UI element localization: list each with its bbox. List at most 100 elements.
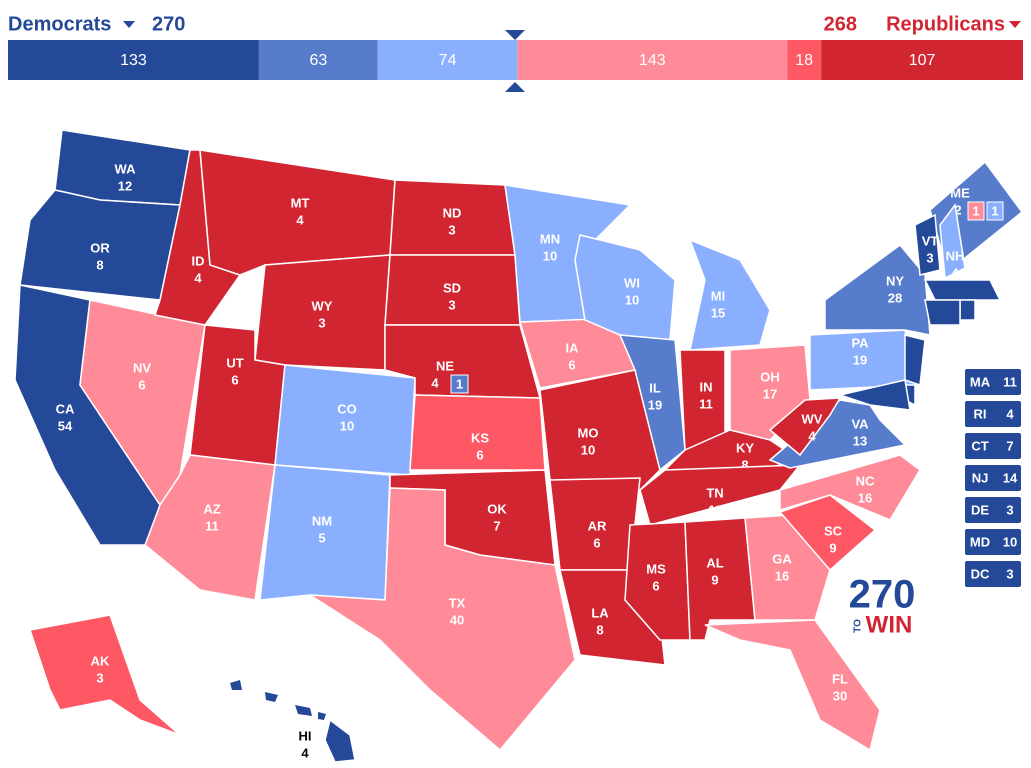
state-shape[interactable] — [837, 379, 911, 411]
rep-caret[interactable] — [1009, 21, 1021, 28]
state[interactable]: MO 10 — [539, 369, 661, 491]
state[interactable]: NJ 14 — [904, 334, 1021, 491]
bar-segment-label: 74 — [439, 52, 457, 69]
state-abbr: FL — [832, 671, 848, 686]
state-shape[interactable] — [144, 454, 276, 601]
bar-segment[interactable] — [821, 40, 1023, 80]
rep-label[interactable]: Republicans — [886, 13, 1005, 35]
state[interactable]: OR 8 — [19, 189, 181, 301]
state-box[interactable] — [965, 433, 1021, 459]
state[interactable]: HI 4 — [230, 680, 356, 763]
state-shape[interactable] — [624, 521, 691, 641]
state[interactable]: NE 4 1 — [384, 324, 541, 399]
state-abbr: OH — [760, 369, 780, 384]
state-shape[interactable] — [309, 487, 576, 752]
state-ev: 10 — [1003, 534, 1017, 549]
state-shape[interactable] — [618, 334, 686, 472]
state-ev: 11 — [708, 502, 722, 517]
state-ev: 40 — [450, 612, 464, 627]
state[interactable]: RI 4 — [959, 299, 1021, 427]
state-shape[interactable] — [914, 213, 941, 276]
state-shape[interactable] — [684, 517, 756, 641]
bar-segment[interactable] — [377, 40, 518, 80]
district-box[interactable] — [986, 201, 1004, 221]
state-shape[interactable] — [923, 279, 1002, 301]
bar-segment[interactable] — [8, 40, 259, 80]
bar-segment[interactable] — [787, 40, 822, 80]
state-box[interactable] — [965, 561, 1021, 587]
state[interactable]: SD 3 — [384, 254, 521, 326]
state[interactable]: KS 6 — [409, 394, 546, 471]
state-abbr: ME — [950, 185, 970, 200]
state[interactable]: WV 4 — [768, 397, 842, 457]
state[interactable]: NH 4 — [939, 203, 966, 280]
state-box[interactable] — [965, 401, 1021, 427]
state-box[interactable] — [965, 497, 1021, 523]
dem-caret[interactable] — [123, 21, 135, 28]
state[interactable]: MD 10 — [837, 379, 1021, 555]
state[interactable]: WY 3 — [254, 254, 391, 371]
state[interactable]: AK 3 — [29, 614, 181, 736]
state-shape[interactable] — [704, 619, 881, 752]
state-shape[interactable] — [939, 203, 966, 280]
state-ev: 6 — [476, 447, 483, 462]
state[interactable]: NC 16 — [779, 454, 921, 521]
state[interactable]: CT 7 — [924, 299, 1021, 459]
state-ev: 10 — [581, 442, 595, 457]
state-ev: 10 — [625, 292, 639, 307]
state-shape[interactable] — [29, 614, 181, 736]
state-shape[interactable] — [904, 334, 926, 387]
state-abbr: OK — [487, 501, 507, 516]
state-abbr: DE — [971, 502, 989, 517]
state-shape[interactable] — [539, 369, 661, 491]
dem-total: 270 — [152, 13, 185, 35]
district-ev: 1 — [972, 203, 979, 218]
bar-segment[interactable] — [258, 40, 378, 80]
state-ev: 6 — [231, 372, 238, 387]
state-abbr: HI — [299, 728, 312, 743]
state[interactable]: IL 19 — [618, 334, 686, 472]
state-shape[interactable] — [324, 718, 356, 763]
state[interactable]: MA 11 — [923, 279, 1021, 395]
state-shape[interactable] — [779, 454, 921, 521]
state-box[interactable] — [965, 529, 1021, 555]
state-box[interactable] — [965, 465, 1021, 491]
state-shape[interactable] — [959, 299, 976, 321]
state-shape[interactable] — [688, 238, 771, 351]
state[interactable]: AR 6 — [549, 477, 641, 571]
state[interactable]: ND 3 — [389, 179, 516, 256]
state-ev: 7 — [1006, 438, 1013, 453]
state-box[interactable] — [965, 369, 1021, 395]
state-abbr: KS — [471, 430, 489, 445]
state-ev: 6 — [568, 357, 575, 372]
state[interactable]: PA 19 — [809, 329, 916, 391]
state[interactable]: VT 3 — [914, 213, 941, 276]
state-abbr: IN — [700, 379, 713, 394]
state[interactable]: CO 10 — [274, 364, 416, 476]
district-box[interactable] — [967, 201, 985, 221]
state[interactable]: MN 10 — [504, 184, 632, 323]
state-ev: 4 — [431, 375, 439, 390]
state[interactable]: KY 8 — [663, 429, 802, 476]
state[interactable]: DE 3 — [904, 384, 1021, 523]
state[interactable]: DC 3 — [965, 561, 1021, 587]
bar-segment-label: 133 — [120, 52, 147, 69]
state-shape[interactable] — [639, 464, 802, 526]
state[interactable]: MI 15 — [688, 238, 771, 351]
state-shape[interactable] — [824, 243, 931, 336]
district-box[interactable] — [450, 374, 469, 394]
state-ev: 8 — [96, 257, 103, 272]
state-shape[interactable] — [924, 299, 961, 326]
state-abbr: WY — [312, 298, 333, 313]
state[interactable]: FL 30 — [704, 619, 881, 752]
dem-label[interactable]: Democrats — [8, 13, 111, 35]
state[interactable]: AL 9 — [684, 517, 756, 641]
state[interactable]: AZ 11 — [144, 454, 276, 601]
state[interactable]: NM 5 — [259, 464, 391, 601]
state[interactable]: TN 11 — [639, 464, 802, 526]
state[interactable]: NY 28 — [824, 243, 931, 336]
state[interactable]: MS 6 — [624, 521, 691, 641]
state[interactable]: TX 40 — [309, 487, 576, 752]
bar-segment[interactable] — [517, 40, 788, 80]
state-shape[interactable] — [768, 397, 842, 457]
